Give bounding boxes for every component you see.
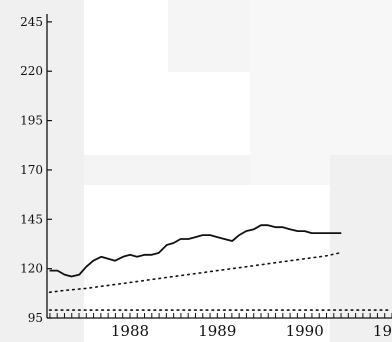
- dotted-series-line: [48, 252, 341, 294]
- y-tick-label: 95: [28, 311, 43, 325]
- y-tick-label: 170: [20, 163, 43, 177]
- x-tick-label: 1990: [286, 322, 324, 340]
- y-tick-label: 195: [20, 114, 43, 128]
- y-tick-label: 120: [20, 262, 43, 276]
- y-tick-label: 220: [20, 64, 43, 78]
- x-tick-label: 1988: [111, 322, 149, 340]
- x-tick-label: 1991: [373, 322, 392, 340]
- background-band: [250, 0, 392, 185]
- background-band: [330, 155, 392, 342]
- y-tick-label: 245: [20, 15, 43, 29]
- solid-series-line: [49, 224, 342, 278]
- background-band: [0, 0, 84, 342]
- y-tick-label: 145: [20, 212, 43, 226]
- x-tick-label: 1989: [198, 322, 236, 340]
- background-band: [168, 0, 250, 72]
